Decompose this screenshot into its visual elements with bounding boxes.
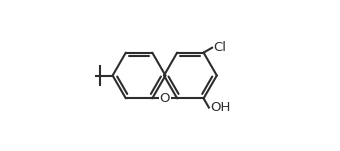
- Text: Cl: Cl: [213, 41, 226, 54]
- Text: O: O: [159, 92, 170, 105]
- Text: OH: OH: [210, 101, 230, 114]
